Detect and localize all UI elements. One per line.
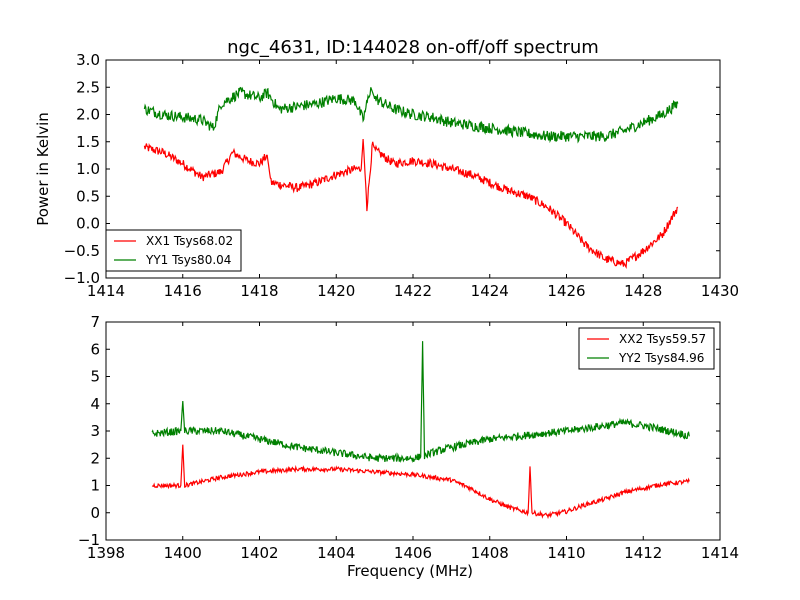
y-tick-label: 2.5 [76,78,100,96]
legend-label: YY2 Tsys84.96 [618,351,704,365]
top-axes: 1414 1416 1418 1420 1422 1424 1426 1428 1430 −1.0… [64,51,740,300]
x-tick-label: 1412 [624,544,662,562]
series-line-xx1 [143,138,679,269]
x-tick-label: 1430 [701,282,739,300]
y-tick-label: 1 [90,477,100,495]
x-tick-label: 1402 [240,544,278,562]
y-tick-label: 5 [90,368,100,386]
x-tick-label: 1406 [394,544,432,562]
y-tick-label: 1.5 [76,133,100,151]
y-tick-label: −0.5 [64,242,100,260]
legend-label: YY1 Tsys80.04 [145,253,231,267]
x-tick-label: 1416 [164,282,202,300]
y-tick-label: 6 [90,340,100,358]
x-tick-label: 1424 [471,282,509,300]
y-tick-label: −1 [78,531,100,549]
y-axis-label: Power in Kelvin [34,112,52,226]
y-tick-label: 0 [90,504,100,522]
x-tick-label: 1400 [164,544,202,562]
x-tick-label: 1426 [547,282,585,300]
series-line-yy1 [143,86,679,144]
x-tick-label: 1404 [317,544,355,562]
x-axis-label: Frequency (MHz) [347,562,473,580]
y-tick-label: 2 [90,449,100,467]
series-line-xx2 [151,444,690,520]
y-tick-label: 4 [90,395,100,413]
x-tick-label: 1410 [547,544,585,562]
y-tick-label: 3.0 [76,51,100,69]
y-tick-label: 2.0 [76,106,100,124]
x-tick-label: 1414 [87,282,125,300]
legend: XX2 Tsys59.57 YY2 Tsys84.96 [578,327,715,370]
x-tick-label: 1422 [394,282,432,300]
y-tick-label: 7 [90,313,100,331]
x-tick-label: 1428 [624,282,662,300]
x-tick-label: 1408 [471,544,509,562]
legend-label: XX1 Tsys68.02 [146,234,233,248]
x-tick-label: 1420 [317,282,355,300]
bottom-axes: 1398 1400 1402 1404 1406 1408 1410 1412 1414 −1 0 1… [78,313,739,562]
series-line-yy2 [151,341,690,464]
x-tick-label: 1414 [701,544,739,562]
y-tick-label: 0.0 [76,215,100,233]
y-tick-label: 3 [90,422,100,440]
x-tick-label: 1418 [240,282,278,300]
y-tick-label: 0.5 [76,187,100,205]
legend-label: XX2 Tsys59.57 [619,332,706,346]
chart-title: ngc_4631, ID:144028 on-off/off spectrum [227,37,599,58]
y-tick-label: −1.0 [64,269,100,287]
x-tick-label: 1398 [87,544,125,562]
legend: XX1 Tsys68.02 YY1 Tsys80.04 [105,229,242,272]
y-tick-label: 1.0 [76,160,100,178]
